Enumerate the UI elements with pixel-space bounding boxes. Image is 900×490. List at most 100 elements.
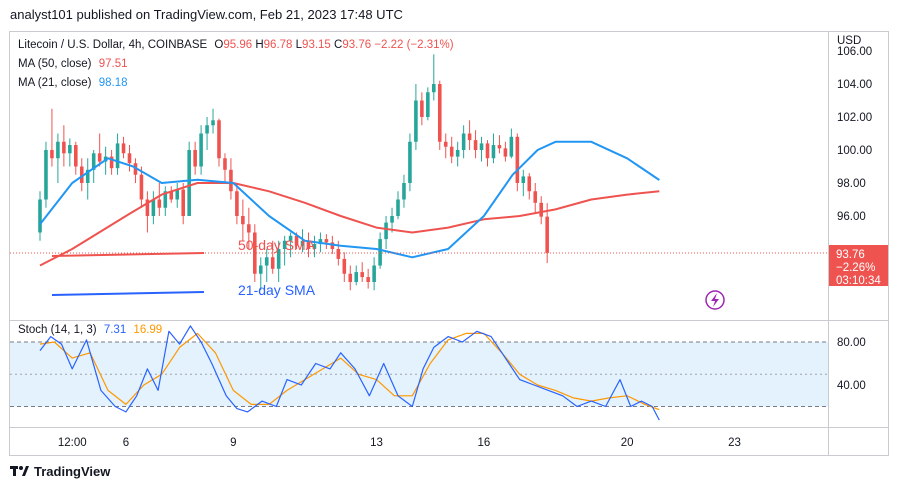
ma50-label: MA (50, close): [18, 58, 92, 70]
candle-body: [545, 216, 549, 253]
candle-body: [378, 239, 382, 266]
candle-body: [515, 136, 520, 183]
candle-body: [396, 199, 400, 216]
price-tag-change: −2.26%: [836, 262, 875, 274]
ma21-line: [39, 140, 660, 259]
stoch-tick-label: 40.00: [837, 380, 866, 392]
price-tick-label: 104.00: [837, 79, 872, 91]
candle-body: [390, 216, 394, 223]
candle-body: [157, 199, 162, 208]
candle-body: [437, 84, 442, 142]
candle-body: [68, 145, 72, 154]
candle-body: [91, 153, 96, 170]
symbol-name[interactable]: Litecoin / U.S. Dollar, 4h, COINBASE: [18, 39, 208, 51]
candle-body: [372, 265, 376, 282]
time-tick-label: 23: [728, 437, 741, 449]
candle-body: [247, 224, 251, 233]
candle-body: [312, 244, 317, 249]
ma21-row[interactable]: MA (21, close) 98.18: [18, 74, 454, 93]
candle-body: [121, 143, 126, 154]
candle-body: [109, 156, 114, 169]
candle-body: [420, 100, 424, 117]
footer-brand[interactable]: TradingView: [10, 464, 110, 482]
publisher-line: analyst101 published on TradingView.com,…: [10, 7, 403, 22]
candle-body: [223, 158, 227, 170]
candle-body: [348, 273, 353, 282]
price-tick-label: 98.00: [837, 178, 866, 190]
candle-body: [288, 235, 293, 241]
stoch-tick-label: 80.00: [837, 337, 866, 349]
ma50-value: 97.51: [98, 58, 128, 70]
candle-body: [85, 169, 90, 183]
candle-body: [282, 240, 287, 249]
high-value: 96.78: [263, 39, 293, 51]
candle-body: [199, 133, 203, 167]
ma21-value: 98.18: [98, 77, 128, 89]
candle-body: [473, 140, 478, 150]
candle-body: [497, 145, 502, 149]
candle-body: [509, 136, 514, 157]
ma50-row[interactable]: MA (50, close) 97.51: [18, 55, 454, 74]
candle-body: [139, 174, 144, 200]
header-bar: analyst101 published on TradingView.com,…: [0, 0, 900, 27]
candle-body: [533, 191, 538, 203]
price-tick-label: 100.00: [837, 145, 872, 157]
time-tick-label: 13: [370, 437, 383, 449]
candle-body: [44, 150, 48, 200]
candle-body: [455, 150, 460, 157]
stoch-label: Stoch (14, 1, 3): [18, 324, 97, 336]
price-tick-label: 102.00: [837, 112, 872, 124]
candle-body: [79, 166, 84, 183]
stoch-k-value: 7.31: [103, 324, 127, 336]
candle-body: [342, 258, 347, 274]
time-tick-label: 16: [478, 437, 491, 449]
candle-body: [145, 199, 150, 216]
candle-body: [205, 125, 209, 134]
stoch-legend[interactable]: Stoch (14, 1, 3) 7.31 16.99: [18, 324, 162, 336]
candle-body: [241, 216, 245, 225]
candle-body: [461, 133, 466, 150]
candle-body: [324, 239, 329, 243]
price-tag-countdown: 03:10:34: [836, 275, 881, 287]
low-value: 93.15: [302, 39, 331, 51]
candle-body: [300, 240, 305, 246]
candle-body: [151, 199, 156, 216]
candle-body: [330, 242, 335, 249]
candle-body: [163, 191, 168, 208]
candle-body: [479, 143, 484, 150]
footer-brand-label: TradingView: [34, 464, 111, 479]
candle-body: [217, 120, 221, 159]
candle-body: [485, 143, 490, 159]
change-value: −2.22 (−2.31%): [374, 39, 454, 51]
candle-body: [503, 148, 508, 157]
candle-body: [432, 84, 436, 93]
high-label: H: [255, 39, 264, 51]
candle-body: [294, 235, 299, 246]
candle-body: [74, 145, 78, 167]
open-value: 95.96: [223, 39, 253, 51]
lightning-icon[interactable]: [705, 290, 725, 310]
candle-body: [253, 232, 257, 274]
candle-body: [491, 145, 496, 159]
time-tick-label: 6: [123, 437, 129, 449]
candle-body: [258, 265, 263, 274]
time-tick-label: 12:00: [58, 437, 87, 449]
candle-body: [62, 141, 66, 154]
price-tag-price: 93.76: [836, 249, 865, 261]
candle-body: [169, 191, 174, 200]
sma21-annotation-line: [51, 291, 205, 296]
chart-frame[interactable]: [9, 31, 889, 456]
candle-body: [336, 249, 341, 259]
close-value: 93.76: [342, 39, 372, 51]
main-legend: Litecoin / U.S. Dollar, 4h, COINBASE O95…: [18, 36, 454, 93]
candle-body: [539, 202, 543, 217]
candle-body: [56, 141, 60, 159]
candle-body: [235, 191, 239, 216]
price-tick-label: 96.00: [837, 211, 866, 223]
candle-body: [229, 169, 233, 192]
candle-body: [366, 277, 370, 282]
candle-body: [426, 92, 430, 117]
candle-body: [360, 272, 364, 278]
candle-body: [402, 183, 406, 200]
